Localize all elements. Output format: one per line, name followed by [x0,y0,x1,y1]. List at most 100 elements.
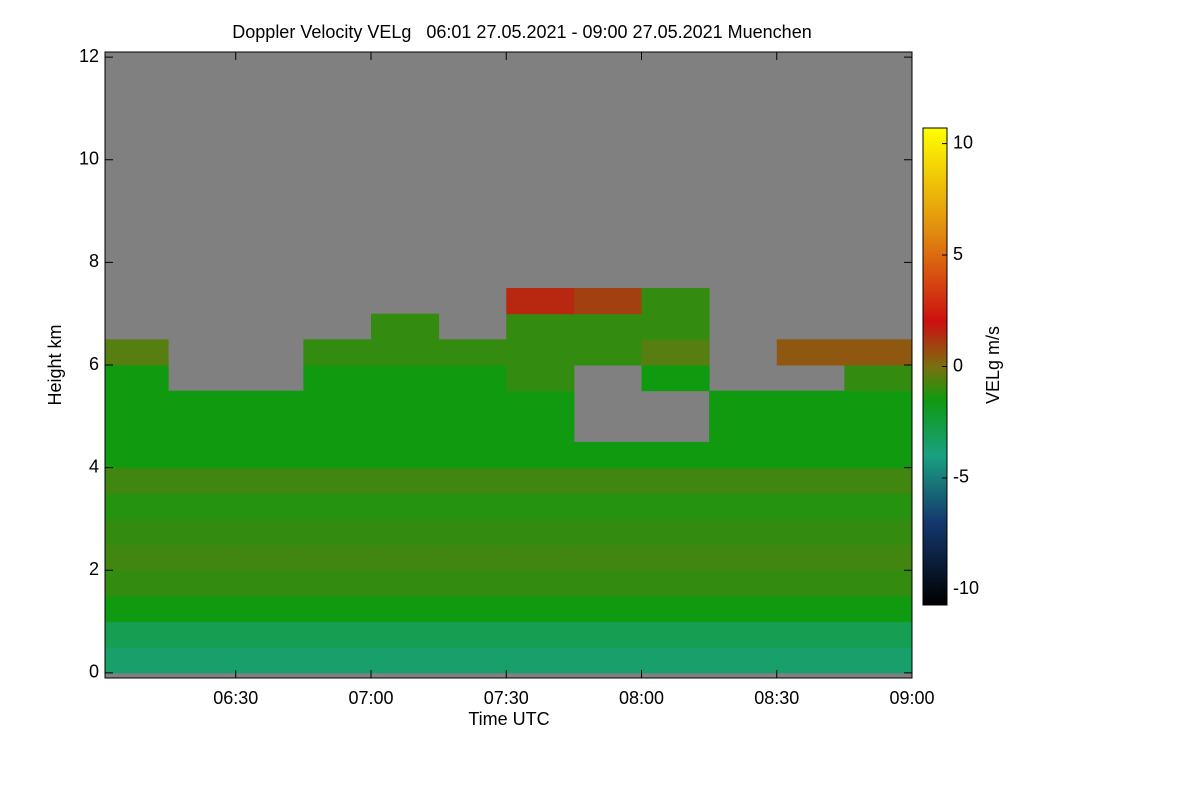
y-tick-label: 4 [89,456,99,476]
heatmap-cell [506,544,575,571]
heatmap-cell [303,570,372,597]
heatmap-cell [641,621,710,648]
heatmap-cell [641,647,710,674]
heatmap-cell [370,647,440,674]
y-tick-label: 10 [79,149,99,169]
heatmap-cell [303,544,372,571]
heatmap-cell [105,416,169,443]
heatmap-cell [776,467,845,494]
heatmap-cell [438,339,507,366]
heatmap-cell [105,339,169,366]
heatmap-cell [303,493,372,520]
heatmap-cell [105,365,169,392]
y-tick-label: 6 [89,354,99,374]
heatmap-cell [235,647,304,674]
heatmap-cell [776,544,845,571]
heatmap-cell [641,339,710,366]
heatmap-cell [641,595,710,623]
heatmap-cell [844,365,913,392]
heatmap-cell [776,518,845,546]
heatmap-cell [168,544,237,571]
heatmap-cell [641,544,710,571]
heatmap-cell [641,313,710,340]
heatmap-cell [844,467,913,494]
y-axis-label: Height km [45,324,65,405]
heatmap-cell [370,570,440,597]
heatmap-cell [641,518,710,546]
heatmap-cell [105,518,169,546]
y-tick-label: 0 [89,662,99,682]
chart-title: Doppler Velocity VELg 06:01 27.05.2021 -… [232,22,811,42]
heatmap-cell [168,493,237,520]
heatmap-cell [709,518,778,546]
heatmap-cell [438,544,507,571]
heatmap-cell [506,416,575,443]
heatmap-cell [303,365,372,392]
heatmap-cell [370,313,440,340]
x-tick-label: 07:00 [348,688,393,708]
y-tick-label: 12 [79,46,99,66]
heatmap-cell [168,570,237,597]
heatmap-cell [168,621,237,648]
heatmap-cell [235,518,304,546]
x-tick-label: 07:30 [484,688,529,708]
heatmap-cell [776,390,845,417]
heatmap-cell [506,595,575,623]
x-axis-label: Time UTC [468,709,549,729]
heatmap-cell [438,493,507,520]
heatmap-cell [776,647,845,674]
heatmap-cell [506,518,575,546]
heatmap-cell [438,518,507,546]
heatmap-cell [709,544,778,571]
heatmap-cell [573,467,642,494]
heatmap-cell [709,595,778,623]
heatmap-cell [573,288,642,315]
heatmap-cell [844,390,913,417]
heatmap-cell [641,493,710,520]
heatmap-cell [438,365,507,392]
heatmap-cell [370,544,440,571]
heatmap-cell [370,416,440,443]
heatmap-cell [235,467,304,494]
heatmap-cell [235,441,304,469]
heatmap-cell [506,621,575,648]
heatmap-cell [438,441,507,469]
heatmap-cell [303,390,372,417]
heatmap-cell [506,390,575,417]
heatmap-cell [303,339,372,366]
heatmap-cell [844,544,913,571]
heatmap-cell [844,441,913,469]
heatmap-cell [105,647,169,674]
heatmap-cell [573,313,642,340]
heatmap-cell [438,416,507,443]
heatmap-cell [506,365,575,392]
x-tick-label: 06:30 [213,688,258,708]
heatmap-cell [105,570,169,597]
heatmap-cell [844,518,913,546]
heatmap-cell [168,390,237,417]
heatmap-cell [709,441,778,469]
heatmap-cell [506,313,575,340]
heatmap-cell [370,518,440,546]
heatmap-cell [235,570,304,597]
heatmap-cell [776,570,845,597]
heatmap-cell [506,467,575,494]
x-tick-label: 09:00 [889,688,934,708]
x-tick-label: 08:30 [754,688,799,708]
heatmap-cell [438,390,507,417]
x-tick-label: 08:00 [619,688,664,708]
heatmap-cell [506,288,575,315]
heatmap-cell [438,595,507,623]
heatmap-cell [709,621,778,648]
heatmap-cell [573,647,642,674]
y-tick-label: 8 [89,251,99,271]
heatmap-cell [370,621,440,648]
heatmap-cell [168,467,237,494]
heatmap-cell [573,570,642,597]
heatmap-cell [776,621,845,648]
heatmap-cell [573,595,642,623]
heatmap-cell [844,570,913,597]
heatmap-cell [641,441,710,469]
heatmap-cell [105,390,169,417]
